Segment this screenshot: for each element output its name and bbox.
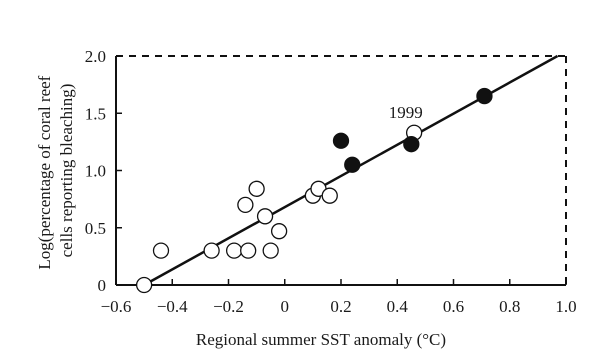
open-point (237, 196, 254, 214)
filled-point (476, 87, 493, 105)
open-point (270, 223, 288, 240)
x-tick-label: 0.6 (443, 297, 464, 316)
y-tick-label: 0.5 (85, 219, 106, 238)
x-tick-label: −0.2 (213, 297, 244, 316)
data-points (135, 87, 493, 294)
y-axis-title-line-2: cells reporting bleaching) (57, 84, 76, 258)
x-tick-label: −0.6 (101, 297, 132, 316)
open-point (135, 276, 153, 294)
filled-point (332, 132, 350, 149)
open-point (256, 208, 274, 225)
open-point (225, 242, 243, 259)
x-tick-labels: −0.6 −0.4 −0.2 0 0.2 0.4 0.6 0.8 1.0 (101, 297, 577, 316)
y-tick-label: 0 (98, 276, 107, 295)
x-axis-title: Regional summer SST anomaly (°C) (196, 330, 446, 349)
y-tick-label: 2.0 (85, 47, 106, 66)
y-axis-title-line-1: Log(percentage of coral reef (35, 75, 54, 269)
open-point (203, 242, 220, 259)
x-tick-label: −0.4 (157, 297, 188, 316)
annotations: 1999 (389, 103, 423, 122)
annotation-label: 1999 (389, 103, 423, 122)
open-point (262, 242, 279, 259)
open-point (152, 242, 170, 259)
x-tick-label: 0 (281, 297, 290, 316)
x-tick-label: 1.0 (555, 297, 576, 316)
tick-marks (115, 55, 567, 286)
y-axis-title: Log(percentage of coral reef cells repor… (35, 71, 76, 269)
open-point (248, 180, 265, 197)
filled-point (344, 156, 361, 173)
open-point (321, 187, 338, 204)
filled-point (403, 136, 420, 153)
y-tick-labels: 0 0.5 1.0 1.5 2.0 (85, 47, 106, 295)
chart-frame (115, 55, 567, 286)
open-point (240, 242, 257, 259)
x-tick-label: 0.8 (499, 297, 520, 316)
x-tick-label: 0.2 (330, 297, 351, 316)
x-tick-label: 0.4 (387, 297, 409, 316)
y-tick-label: 1.5 (85, 104, 106, 123)
y-tick-label: 1.0 (85, 162, 106, 181)
